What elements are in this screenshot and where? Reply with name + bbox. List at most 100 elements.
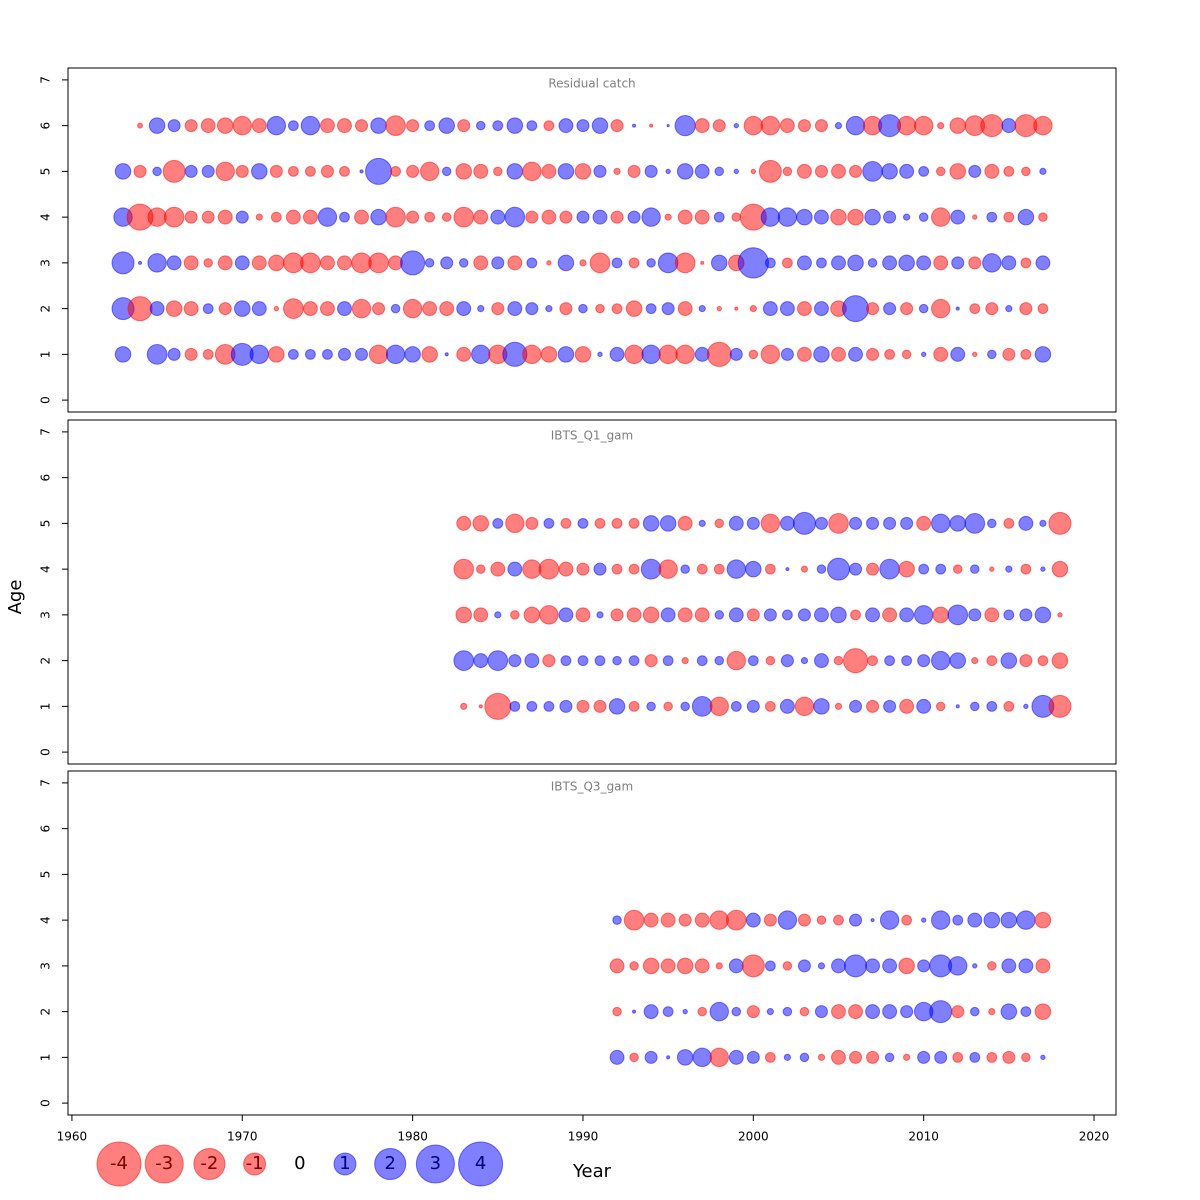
bubble [322, 348, 333, 360]
bubble [884, 1052, 895, 1063]
bubble [351, 298, 372, 319]
bubble [984, 607, 1000, 623]
bubble [491, 302, 505, 316]
bubble [646, 701, 656, 712]
bubble [575, 607, 591, 623]
bubble [737, 247, 769, 279]
bubble [424, 258, 435, 268]
bubble [473, 607, 489, 623]
bubble [138, 260, 143, 265]
bubble [1051, 652, 1069, 669]
bubble [203, 258, 213, 268]
bubble [779, 515, 795, 531]
bubble [763, 608, 777, 622]
bubble [831, 1049, 846, 1065]
bubble [610, 210, 624, 224]
bubble [1005, 565, 1013, 573]
bubble [967, 912, 983, 928]
bubble [337, 118, 352, 134]
bubble [746, 608, 760, 622]
bubble [730, 700, 742, 712]
bubble [184, 119, 198, 133]
bubble [576, 699, 590, 713]
bubble [950, 209, 966, 225]
bubble [882, 1004, 898, 1020]
bubble [457, 119, 471, 133]
bubble [354, 209, 369, 225]
bubble [982, 253, 1002, 273]
bubble [629, 1052, 639, 1063]
bubble [456, 346, 472, 362]
bubble [385, 206, 406, 228]
bubble [766, 1008, 774, 1016]
legend-bubble [243, 1152, 267, 1176]
bubble [813, 698, 830, 715]
bubble [664, 213, 672, 221]
bubble [304, 348, 316, 360]
bubble [269, 164, 283, 178]
bubble [728, 607, 744, 623]
bubble [320, 164, 334, 178]
bubble [814, 119, 828, 133]
bubble [666, 1055, 671, 1060]
bubble [1018, 515, 1034, 531]
bubble [255, 213, 263, 221]
bubble [400, 250, 426, 276]
x-tick-label: 1970 [227, 1130, 258, 1144]
bubble [980, 114, 1004, 138]
bubble [287, 348, 299, 360]
legend-bubble [374, 1147, 407, 1181]
bubble [287, 120, 299, 132]
bubble [472, 515, 490, 532]
bubble [421, 346, 438, 363]
bubble [1048, 694, 1072, 718]
bubble [593, 164, 607, 178]
bubble [1038, 212, 1048, 222]
bubble [845, 115, 866, 136]
bubble [830, 208, 847, 226]
bubble [833, 655, 844, 666]
bubble [251, 301, 267, 317]
bubble [1020, 257, 1032, 269]
bubble [626, 607, 642, 623]
bubble [390, 303, 401, 314]
bubble [916, 515, 932, 531]
bubble [591, 117, 609, 134]
bubble [473, 163, 489, 179]
bubble [847, 208, 864, 226]
bubble [917, 1050, 931, 1064]
bubble [574, 346, 592, 363]
bubble [146, 344, 168, 365]
bubble [304, 165, 316, 177]
bubble [797, 913, 811, 927]
bubble [968, 164, 982, 178]
bubble [235, 210, 249, 224]
panel-frame [67, 67, 1117, 413]
y-tick-label: 6 [39, 825, 53, 833]
bubble [674, 114, 696, 137]
legend-label: 1 [339, 1153, 350, 1174]
bubble [834, 702, 843, 710]
bubble [111, 251, 135, 275]
bubble [1034, 911, 1052, 929]
bubble [814, 607, 829, 623]
bubble [913, 115, 934, 136]
legend-bubble [333, 1152, 357, 1176]
bubble [522, 559, 542, 579]
bubble [866, 562, 880, 576]
bubble [920, 351, 927, 358]
bubble [201, 210, 215, 224]
bubble [972, 963, 978, 969]
bubble [955, 306, 960, 311]
bubble [644, 1050, 658, 1064]
bubble [760, 115, 781, 136]
bubble [970, 1006, 980, 1017]
bubble [764, 1051, 776, 1063]
bubble [709, 910, 729, 930]
bubble [1034, 346, 1052, 363]
legend-label: -2 [200, 1153, 218, 1174]
bubble [509, 700, 521, 712]
bubble [831, 958, 846, 974]
legend-label: 4 [475, 1153, 486, 1174]
y-tick-label: 5 [39, 520, 53, 528]
